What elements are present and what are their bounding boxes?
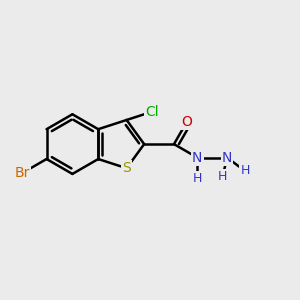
Text: S: S [122, 161, 131, 175]
Text: H: H [240, 164, 250, 178]
Text: N: N [192, 151, 202, 164]
Text: Br: Br [14, 166, 30, 180]
Text: N: N [222, 151, 232, 164]
Text: H: H [218, 170, 227, 183]
Text: O: O [181, 115, 192, 129]
Text: H: H [193, 172, 202, 185]
Text: Cl: Cl [145, 105, 159, 119]
